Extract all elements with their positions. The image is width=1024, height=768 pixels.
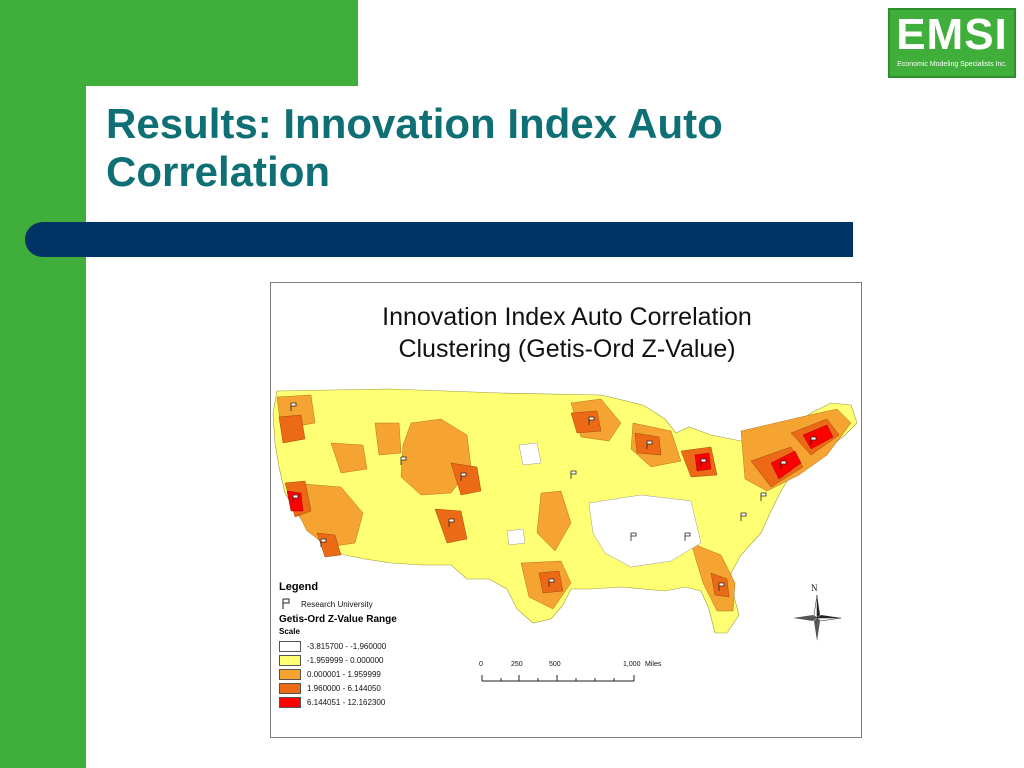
legend-range-heading: Getis-Ord Z-Value Range [279, 614, 397, 625]
map-title-line-1: Innovation Index Auto Correlation [382, 303, 752, 331]
legend-class-row: -3.815700 - -1.960000 [279, 639, 479, 653]
legend-swatch [279, 696, 301, 708]
legend-class-row: 6.144051 - 12.162300 [279, 695, 479, 709]
legend-row-university: Research University [279, 597, 479, 611]
hotspot-clusters [286, 424, 834, 512]
map-figure: Innovation Index Auto Correlation Cluste… [270, 282, 862, 738]
emsi-logo: EMSI Economic Modeling Specialists Inc. [888, 8, 1016, 78]
map-title-line-2: Clustering (Getis-Ord Z-Value) [398, 335, 736, 363]
scale-unit-label: Miles [645, 661, 662, 668]
compass-rose-icon [793, 595, 841, 641]
legend-swatch [279, 668, 301, 680]
title-divider-bar [25, 222, 853, 257]
legend-class-label: -3.815700 - -1.960000 [307, 641, 387, 651]
legend-class-row: 0.000001 - 1.959999 [279, 667, 479, 681]
scale-tick-label: 500 [549, 661, 561, 668]
logo-wordmark: EMSI [896, 10, 1008, 59]
scale-tick-label: 0 [479, 661, 483, 668]
legend-university-label: Research University [301, 599, 373, 609]
green-top-band [0, 0, 358, 86]
green-side-band [0, 0, 86, 768]
north-arrow: N [793, 583, 841, 641]
legend-class-label: 1.960000 - 6.144050 [307, 683, 381, 693]
slide-title: Results: Innovation Index Auto Correlati… [106, 100, 723, 195]
legend-heading: Legend [279, 581, 319, 593]
research-university-markers [290, 402, 817, 591]
north-label: N [811, 583, 818, 593]
scale-tick-label: 1,000 [623, 661, 641, 668]
legend-class-label: 0.000001 - 1.959999 [307, 669, 381, 679]
legend-class-label: 6.144051 - 12.162300 [307, 697, 386, 707]
legend-swatch [279, 640, 301, 652]
scale-tick-label: 250 [511, 661, 523, 668]
legend-class-label: -1.959999 - 0.000000 [307, 655, 384, 665]
legend-scale-label: Scale [279, 627, 300, 636]
legend-class-row: -1.959999 - 0.000000 [279, 653, 479, 667]
map-title: Innovation Index Auto Correlation Cluste… [271, 301, 861, 365]
legend-class-row: 1.960000 - 6.144050 [279, 681, 479, 695]
logo-subtitle: Economic Modeling Specialists Inc. [897, 61, 1007, 68]
legend-swatch [279, 654, 301, 666]
scale-bar: 0 250 500 1,000 Miles [479, 661, 669, 691]
us-choropleth-map [272, 388, 858, 634]
map-legend: Legend Research University Getis-Ord Z-V… [279, 581, 479, 709]
scale-bar-line [481, 675, 635, 682]
legend-swatch [279, 682, 301, 694]
research-university-icon [282, 598, 290, 609]
coldspot-areas [506, 442, 702, 568]
